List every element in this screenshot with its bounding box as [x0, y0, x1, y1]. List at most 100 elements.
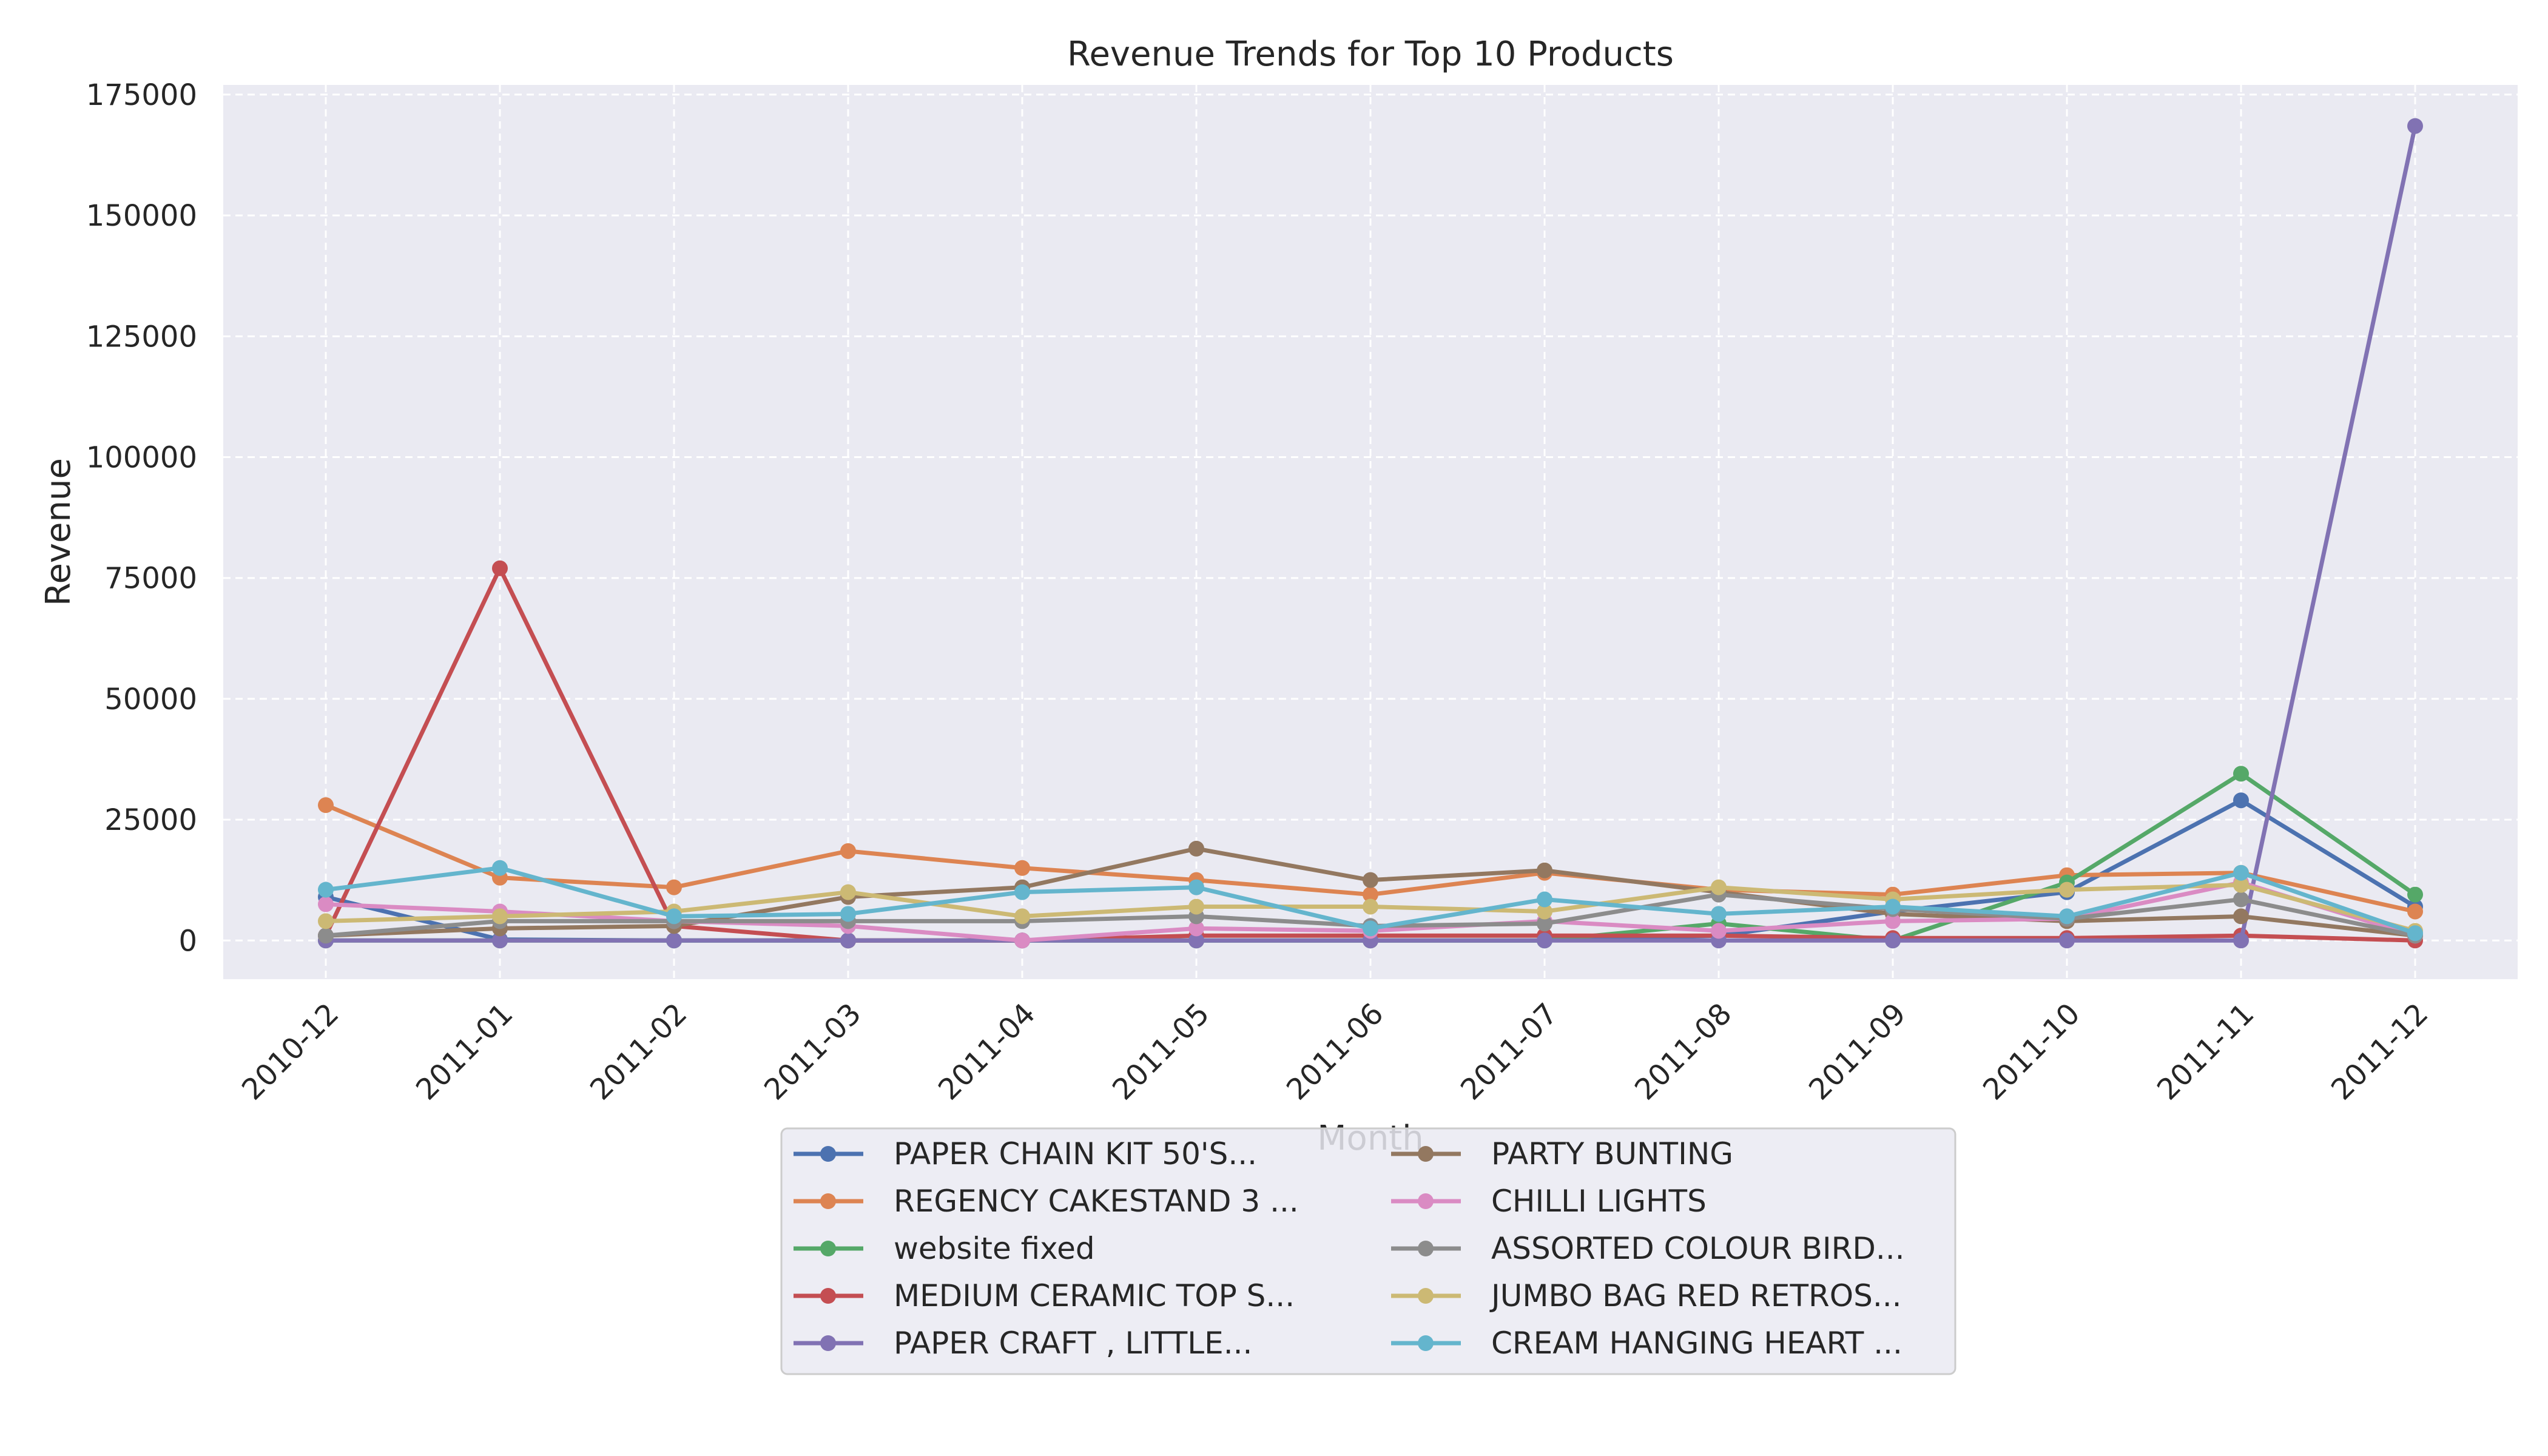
legend-label: REGENCY CAKESTAND 3 ... [894, 1184, 1299, 1219]
data-point [1188, 840, 1204, 857]
x-tick-label: 2011-09 [1802, 997, 1912, 1107]
data-point [318, 881, 334, 898]
legend-label: JUMBO BAG RED RETROS... [1489, 1278, 1902, 1313]
data-point [840, 906, 856, 922]
y-tick-label: 75000 [104, 562, 197, 596]
legend: PAPER CHAIN KIT 50'S... REGENCY CAKESTAND… [780, 1127, 1956, 1375]
data-point [318, 797, 334, 814]
legend-swatch-marker [820, 1241, 836, 1256]
data-point [2233, 766, 2249, 782]
data-point [318, 913, 334, 929]
data-point [2233, 792, 2249, 809]
legend-swatch-marker [1418, 1193, 1434, 1209]
y-tick-labels: 0 25000 50000 75000 100000 125000 150000 175000 [86, 78, 197, 958]
y-tick-label: 125000 [86, 320, 197, 354]
gridlines [223, 85, 2518, 979]
data-point [1188, 879, 1204, 895]
data-point [666, 908, 682, 925]
x-tick-label: 2011-07 [1454, 997, 1564, 1107]
data-point [1188, 920, 1204, 937]
legend-swatch-marker [820, 1288, 836, 1304]
data-point [1188, 932, 1204, 949]
data-point [2407, 903, 2423, 920]
legend-swatch-marker [1418, 1335, 1434, 1351]
legend-item: MEDIUM CERAMIC TOP S... [794, 1278, 1295, 1313]
data-point [1363, 886, 1378, 903]
series-10 [318, 860, 2423, 942]
data-point [318, 896, 334, 912]
y-tick-label: 50000 [104, 682, 197, 716]
data-point [1537, 862, 1552, 878]
x-tick-label: 2011-06 [1280, 997, 1390, 1107]
data-point [2233, 864, 2249, 881]
legend-swatch-marker [820, 1146, 836, 1162]
x-tick-label: 2011-08 [1628, 997, 1738, 1107]
legend-swatch-marker [820, 1335, 836, 1351]
data-point [840, 932, 856, 949]
data-point [1537, 915, 1552, 932]
data-point [666, 932, 682, 949]
data-point [1711, 923, 1727, 939]
data-point [492, 908, 508, 925]
legend-item: JUMBO BAG RED RETROS... [1391, 1278, 1902, 1313]
data-point [2059, 908, 2075, 925]
legend-label: ASSORTED COLOUR BIRD... [1491, 1231, 1905, 1266]
y-axis-title: Revenue [39, 458, 78, 606]
data-point [2407, 925, 2423, 942]
data-point [1537, 903, 1552, 920]
data-point [318, 928, 334, 944]
legend-label: website fixed [894, 1231, 1095, 1266]
legend-item: CREAM HANGING HEART ... [1391, 1326, 1903, 1361]
legend-item: website fixed [794, 1231, 1095, 1266]
data-point [492, 932, 508, 949]
data-point [1363, 898, 1378, 915]
y-tick-label: 150000 [86, 199, 197, 233]
data-point [1014, 908, 1030, 925]
x-tick-label: 2011-03 [758, 997, 868, 1107]
legend-swatch-marker [1418, 1146, 1434, 1162]
data-point [666, 879, 682, 895]
legend-swatch-marker [1418, 1288, 1434, 1304]
data-point [1014, 932, 1030, 949]
data-point [2233, 877, 2249, 893]
legend-label: PAPER CRAFT , LITTLE... [894, 1326, 1252, 1361]
x-tick-label: 2011-01 [410, 997, 519, 1107]
legend-swatch-marker [820, 1193, 836, 1209]
legend-item: REGENCY CAKESTAND 3 ... [794, 1184, 1299, 1219]
data-point [1711, 906, 1727, 922]
data-point [1014, 860, 1030, 876]
data-point [2233, 891, 2249, 908]
y-tick-label: 25000 [104, 803, 197, 837]
legend-label: PAPER CHAIN KIT 50'S... [894, 1136, 1257, 1171]
legend-item: PAPER CRAFT , LITTLE... [794, 1326, 1252, 1361]
data-point [1537, 891, 1552, 908]
data-point [1885, 932, 1901, 949]
series-lines [318, 118, 2423, 949]
data-point [1885, 913, 1901, 929]
x-tick-label: 2011-12 [2325, 997, 2435, 1107]
chart-title: Revenue Trends for Top 10 Products [1067, 35, 1674, 74]
legend-item: CHILLI LIGHTS [1391, 1184, 1707, 1219]
x-tick-label: 2011-02 [584, 997, 693, 1107]
data-point [1363, 872, 1378, 888]
x-tick-label: 2011-10 [1977, 997, 2086, 1107]
data-point [2407, 118, 2423, 134]
data-point [1537, 932, 1552, 949]
y-tick-label: 0 [178, 924, 197, 958]
x-tick-label: 2011-04 [932, 997, 1042, 1107]
legend-item: PAPER CHAIN KIT 50'S... [794, 1136, 1257, 1171]
x-tick-label: 2011-11 [2151, 997, 2260, 1107]
legend-box [780, 1127, 1956, 1375]
data-point [2233, 908, 2249, 925]
data-point [2233, 932, 2249, 949]
data-point [492, 560, 508, 576]
data-point [2407, 886, 2423, 903]
data-point [1711, 879, 1727, 895]
x-tick-labels: 2010-12 2011-01 2011-02 2011-03 2011-04 2011-… [235, 997, 2435, 1107]
x-tick-label: 2011-05 [1106, 997, 1216, 1107]
legend-swatch-marker [1418, 1241, 1434, 1256]
data-point [840, 843, 856, 859]
data-point [2059, 932, 2075, 949]
data-point [492, 860, 508, 876]
